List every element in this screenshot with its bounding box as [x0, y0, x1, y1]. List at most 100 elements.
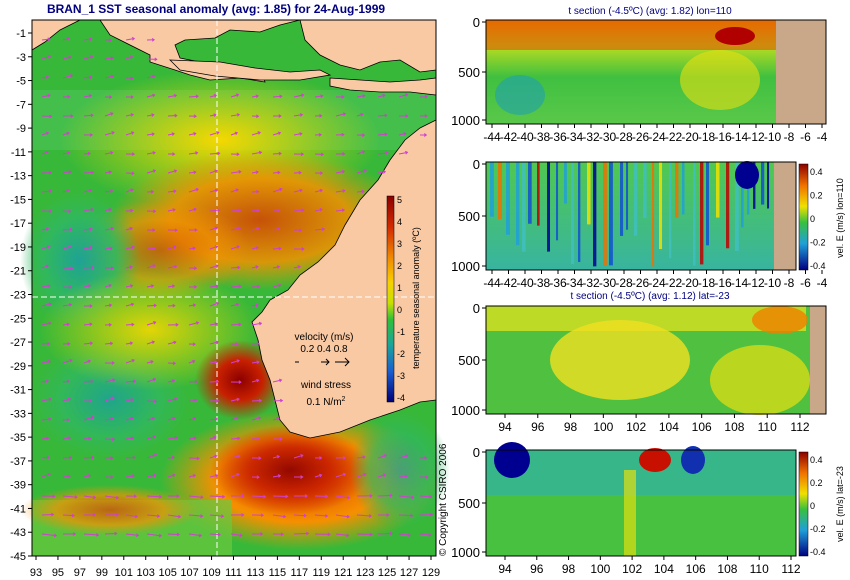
velocity-arrow: [83, 437, 91, 440]
velocity-arrow-head: [341, 95, 345, 99]
velocity-arrow: [125, 131, 134, 136]
velocity-arrow: [398, 514, 413, 517]
velocity-arrow-head: [363, 169, 367, 173]
velocity-arrow-head: [131, 358, 135, 363]
velocity-arrow: [62, 437, 71, 440]
velocity-arrow: [188, 95, 199, 98]
velocity-arrow-head: [215, 284, 219, 288]
velocity-arrow-head: [256, 475, 260, 479]
velocity-arrow: [62, 304, 72, 307]
velocity-arrow-head: [196, 456, 200, 461]
velocity-arrow: [41, 228, 49, 231]
map-y-tick-label: -11: [11, 147, 26, 159]
velocity-arrow-head: [87, 151, 91, 156]
velocity-arrow-head: [389, 493, 393, 498]
velocity-arrow-head: [152, 93, 156, 98]
velocity-arrow-head: [214, 454, 218, 459]
map-y-tick-label: -25: [10, 313, 26, 325]
velocity-arrow: [272, 379, 282, 383]
velocity-arrow-head: [300, 475, 304, 479]
velocity-arrow-head: [130, 76, 134, 81]
velocity-arrow: [104, 75, 114, 79]
velocity-arrow-head: [384, 113, 388, 118]
velocity-arrow-head: [299, 132, 303, 136]
velocity-arrow: [146, 94, 155, 98]
map-x-tick-label: 103: [137, 567, 155, 579]
velocity-arrow: [188, 188, 199, 193]
velocity-arrow-head: [276, 227, 280, 231]
section-colorbar-tick-label: 0.2: [810, 478, 823, 488]
velocity-arrow: [167, 474, 175, 478]
map-y-tick-label: -27: [10, 337, 26, 349]
section-x-tick-label: -30: [599, 130, 617, 144]
velocity-stripe: [537, 162, 540, 226]
section-x-tick-label: -4: [817, 276, 828, 290]
velocity-arrow-head: [130, 95, 134, 99]
velocity-arrow: [167, 265, 177, 269]
velocity-arrow: [104, 208, 112, 212]
section-x-tick-label: -40: [516, 130, 534, 144]
velocity-arrow-head: [236, 473, 240, 477]
velocity-arrow: [293, 532, 309, 535]
section-x-tick-label: -38: [533, 276, 551, 290]
velocity-arrow-head: [68, 170, 72, 174]
velocity-arrow: [62, 398, 71, 402]
velocity-arrow-head: [405, 114, 409, 118]
velocity-arrow: [167, 209, 176, 212]
velocity-arrow-medium-head: [325, 358, 330, 366]
velocity-arrow-head: [238, 322, 242, 327]
velocity-arrow-head: [131, 474, 136, 478]
velocity-arrow-head: [111, 131, 115, 135]
velocity-arrow: [251, 322, 262, 326]
velocity-arrow: [41, 76, 49, 79]
section-1-land: [776, 20, 826, 124]
velocity-arrow-head: [192, 473, 197, 478]
velocity-arrow: [251, 361, 260, 364]
velocity-arrow-head: [69, 74, 74, 78]
velocity-arrow: [41, 265, 49, 269]
velocity-arrow-head: [237, 265, 241, 270]
velocity-arrow: [356, 456, 365, 459]
velocity-arrow-head: [173, 245, 177, 249]
velocity-arrow-head: [87, 474, 92, 478]
section-colorbar-tick-label: 0: [810, 501, 815, 511]
velocity-arrow: [209, 455, 217, 459]
section-x-tick-label: -24: [648, 130, 666, 144]
velocity-arrow-head: [325, 494, 329, 499]
velocity-arrow: [83, 475, 91, 478]
section-x-tick-label: 96: [531, 420, 545, 434]
section-y-tick-label: 500: [458, 65, 480, 80]
velocity-arrow: [272, 171, 280, 174]
velocity-arrow: [104, 131, 115, 136]
velocity-arrow-head: [193, 266, 198, 270]
velocity-arrow: [272, 247, 281, 250]
velocity-arrow-head: [236, 113, 241, 117]
velocity-arrow: [398, 495, 414, 498]
velocity-arrow: [104, 418, 113, 421]
velocity-stripe: [522, 162, 526, 252]
velocity-arrow-head: [257, 416, 262, 420]
velocity-arrow-head: [321, 227, 326, 232]
velocity-arrow: [83, 56, 93, 60]
velocity-arrow-head: [341, 169, 346, 174]
velocity-arrow: [125, 514, 138, 518]
velocity-arrow: [335, 495, 350, 499]
map-colorbar: 5 4 3 2 1 0 -1 -2 -3 -4 temperature seasonal anom…: [386, 195, 421, 403]
velocity-arrow: [293, 454, 303, 459]
velocity-arrow-head: [215, 399, 220, 403]
velocity-arrow: [125, 380, 136, 383]
section-x-tick-label: 110: [758, 420, 777, 434]
velocity-arrow: [209, 474, 218, 478]
velocity-arrow: [188, 322, 199, 326]
section-x-tick-label: 94: [498, 420, 512, 434]
velocity-stripe: [741, 162, 744, 228]
velocity-arrow-head: [278, 114, 282, 118]
velocity-arrow: [209, 152, 220, 155]
velocity-stripe: [516, 162, 520, 246]
velocity-arrow-head: [69, 358, 73, 363]
copyright: © Copyright CSIRO 2006: [438, 443, 449, 556]
section-x-tick-label: -12: [747, 130, 765, 144]
velocity-arrow: [146, 152, 156, 155]
section-x-tick-label: 102: [626, 420, 646, 434]
velocity-arrow-head: [171, 379, 176, 383]
